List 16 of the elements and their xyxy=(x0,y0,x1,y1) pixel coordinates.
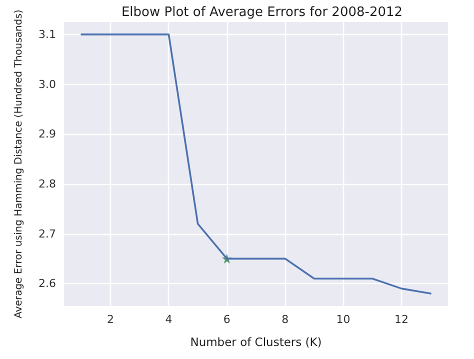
x-tick-label: 12 xyxy=(394,313,408,326)
x-tick-label: 8 xyxy=(282,313,289,326)
x-tick-label: 10 xyxy=(336,313,350,326)
x-tick-label: 4 xyxy=(165,313,172,326)
y-axis-title: Average Error using Hamming Distance (Hundred Thousands) xyxy=(14,10,24,318)
y-tick-label: 2.7 xyxy=(38,227,56,240)
y-tick-label: 2.9 xyxy=(38,128,56,141)
x-tick-label: 6 xyxy=(223,313,230,326)
y-tick-label: 2.6 xyxy=(38,277,56,290)
line-series xyxy=(80,34,432,294)
y-tick-label: 3.1 xyxy=(38,28,56,41)
x-axis-title: Number of Clusters (K) xyxy=(190,335,322,349)
y-tick-label: 3.0 xyxy=(38,78,56,91)
x-tick-label: 2 xyxy=(107,313,114,326)
chart-title: Elbow Plot of Average Errors for 2008-2012 xyxy=(121,5,403,20)
y-tick-label: 2.8 xyxy=(38,177,56,190)
